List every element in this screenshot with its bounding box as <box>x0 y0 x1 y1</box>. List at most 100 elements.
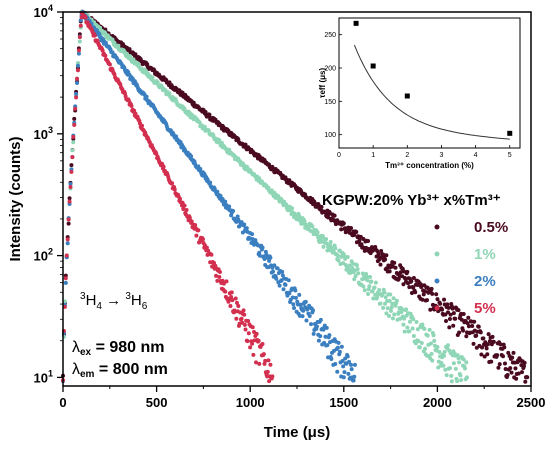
data-point <box>267 379 272 384</box>
data-point <box>463 366 468 371</box>
data-point <box>459 378 464 383</box>
inset-y-axis-title: τeff (μs) <box>318 68 327 99</box>
annotations: 3H4 → 3H6 λex = 980 nm λem = 800 nm <box>72 291 168 380</box>
data-point <box>377 288 382 293</box>
data-point <box>365 278 370 283</box>
data-point <box>242 322 247 327</box>
data-point <box>404 307 409 312</box>
data-point <box>71 134 76 139</box>
data-point <box>508 366 513 371</box>
data-point <box>189 219 194 224</box>
data-point <box>257 250 262 255</box>
data-point <box>411 285 416 290</box>
data-point <box>375 248 380 253</box>
data-point <box>378 262 383 267</box>
data-point <box>275 266 280 271</box>
data-point <box>464 334 469 339</box>
x-axis-title: Time (μs) <box>264 424 330 441</box>
data-point <box>410 326 415 331</box>
data-point <box>116 43 121 48</box>
data-point <box>451 311 456 316</box>
data-point <box>274 276 279 281</box>
data-point <box>307 314 312 319</box>
data-point <box>384 253 389 258</box>
data-point <box>323 334 328 339</box>
data-point <box>75 76 80 81</box>
data-point <box>170 181 175 186</box>
data-point <box>435 344 440 349</box>
data-point <box>193 223 198 228</box>
y-tick-label: 103 <box>34 125 53 142</box>
data-point <box>77 35 82 40</box>
data-point <box>324 237 329 242</box>
data-point <box>242 222 247 227</box>
data-point <box>428 307 433 312</box>
data-point <box>262 257 267 262</box>
data-point <box>215 189 220 194</box>
data-point <box>336 340 341 345</box>
y-axis-title: Intensity (counts) <box>7 136 24 261</box>
data-point <box>98 25 103 30</box>
data-point <box>139 123 144 128</box>
data-point <box>442 349 447 354</box>
data-point <box>75 63 80 68</box>
legend: 0.5% 1% 2% 5% <box>434 219 508 317</box>
data-point <box>315 230 320 235</box>
data-point <box>425 298 430 303</box>
data-point <box>107 62 112 67</box>
data-point <box>387 269 392 274</box>
data-point <box>304 318 309 323</box>
data-point <box>286 278 291 283</box>
data-point <box>447 317 452 322</box>
data-point <box>366 239 371 244</box>
data-point <box>476 324 481 329</box>
data-point <box>362 288 367 293</box>
data-point <box>442 353 447 358</box>
legend-label: 2% <box>474 273 496 290</box>
data-point <box>430 358 435 363</box>
data-point <box>383 301 388 306</box>
data-point <box>75 60 80 65</box>
data-point <box>280 273 285 278</box>
data-points <box>61 9 530 384</box>
data-point <box>356 271 361 276</box>
data-point <box>423 289 428 294</box>
data-point <box>459 317 464 322</box>
data-point <box>100 48 105 53</box>
data-point <box>489 359 494 364</box>
data-point <box>352 374 357 379</box>
data-point <box>318 317 323 322</box>
data-point <box>333 361 338 366</box>
data-point <box>321 327 326 332</box>
data-point <box>340 358 345 363</box>
data-point <box>411 317 416 322</box>
data-point <box>124 51 129 56</box>
data-point <box>450 306 455 311</box>
data-point <box>373 280 378 285</box>
data-point <box>496 365 501 370</box>
data-point <box>438 301 443 306</box>
inset-y-tick-label: 250 <box>324 32 336 39</box>
data-point <box>402 316 407 321</box>
data-point <box>411 275 416 280</box>
data-point <box>70 148 75 153</box>
data-point <box>335 345 340 350</box>
data-point <box>194 233 199 238</box>
data-point <box>248 345 253 350</box>
data-point <box>398 270 403 275</box>
data-point <box>407 285 412 290</box>
data-point <box>327 333 332 338</box>
data-point <box>352 232 357 237</box>
data-point <box>430 291 435 296</box>
data-point <box>429 351 434 356</box>
data-point <box>257 253 262 258</box>
legend-marker <box>434 278 440 284</box>
data-point <box>235 300 240 305</box>
data-point <box>502 361 507 366</box>
legend-label: 1% <box>474 246 496 263</box>
data-point <box>287 291 292 296</box>
data-point <box>349 226 354 231</box>
inset-data-point <box>404 93 410 99</box>
